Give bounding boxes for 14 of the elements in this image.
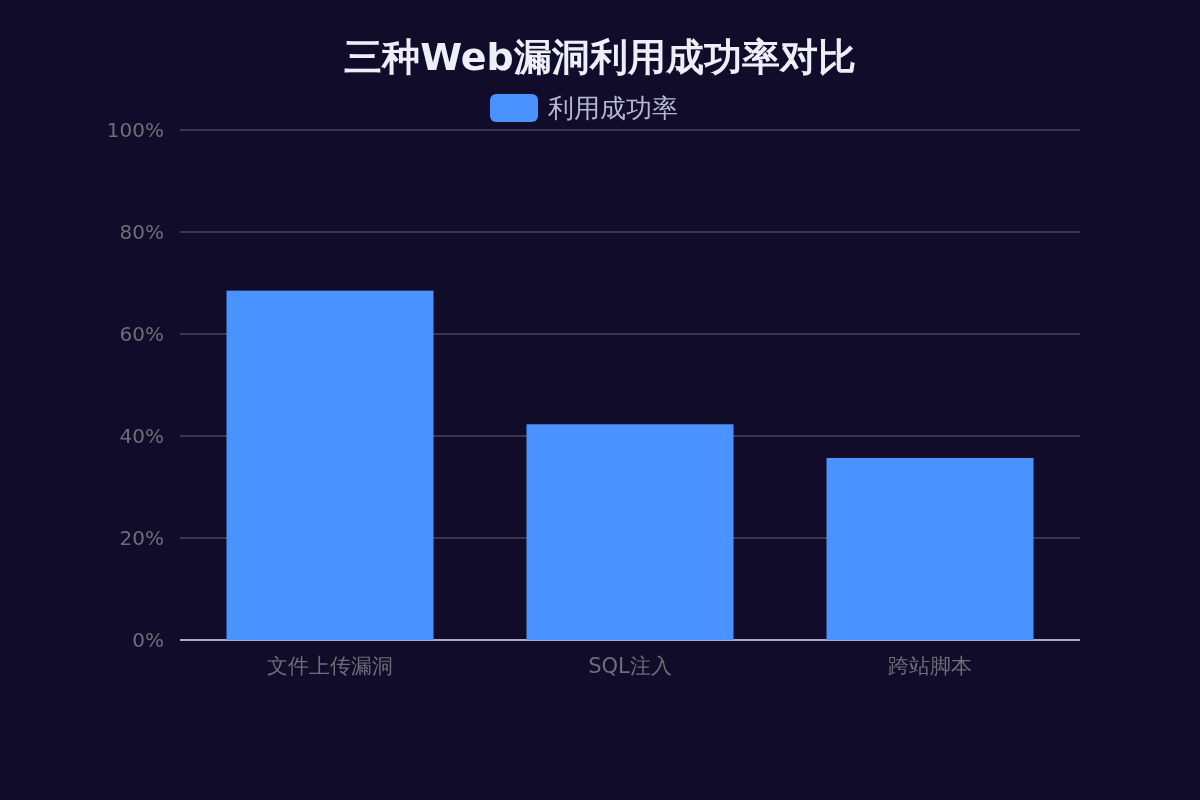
x-tick-label: SQL注入	[588, 654, 672, 678]
y-tick-label: 20%	[119, 526, 164, 550]
chart-title: 三种Web漏洞利用成功率对比	[344, 35, 856, 79]
bar	[826, 457, 1034, 640]
x-tick-label: 跨站脚本	[888, 654, 972, 678]
legend-label: 利用成功率	[548, 93, 678, 123]
x-tick-label: 文件上传漏洞	[267, 654, 393, 678]
bar	[526, 424, 734, 640]
bar	[226, 290, 434, 640]
y-tick-label: 100%	[106, 118, 164, 142]
y-tick-label: 0%	[132, 628, 164, 652]
y-tick-label: 40%	[119, 424, 164, 448]
y-tick-label: 60%	[119, 322, 164, 346]
y-tick-label: 80%	[119, 220, 164, 244]
